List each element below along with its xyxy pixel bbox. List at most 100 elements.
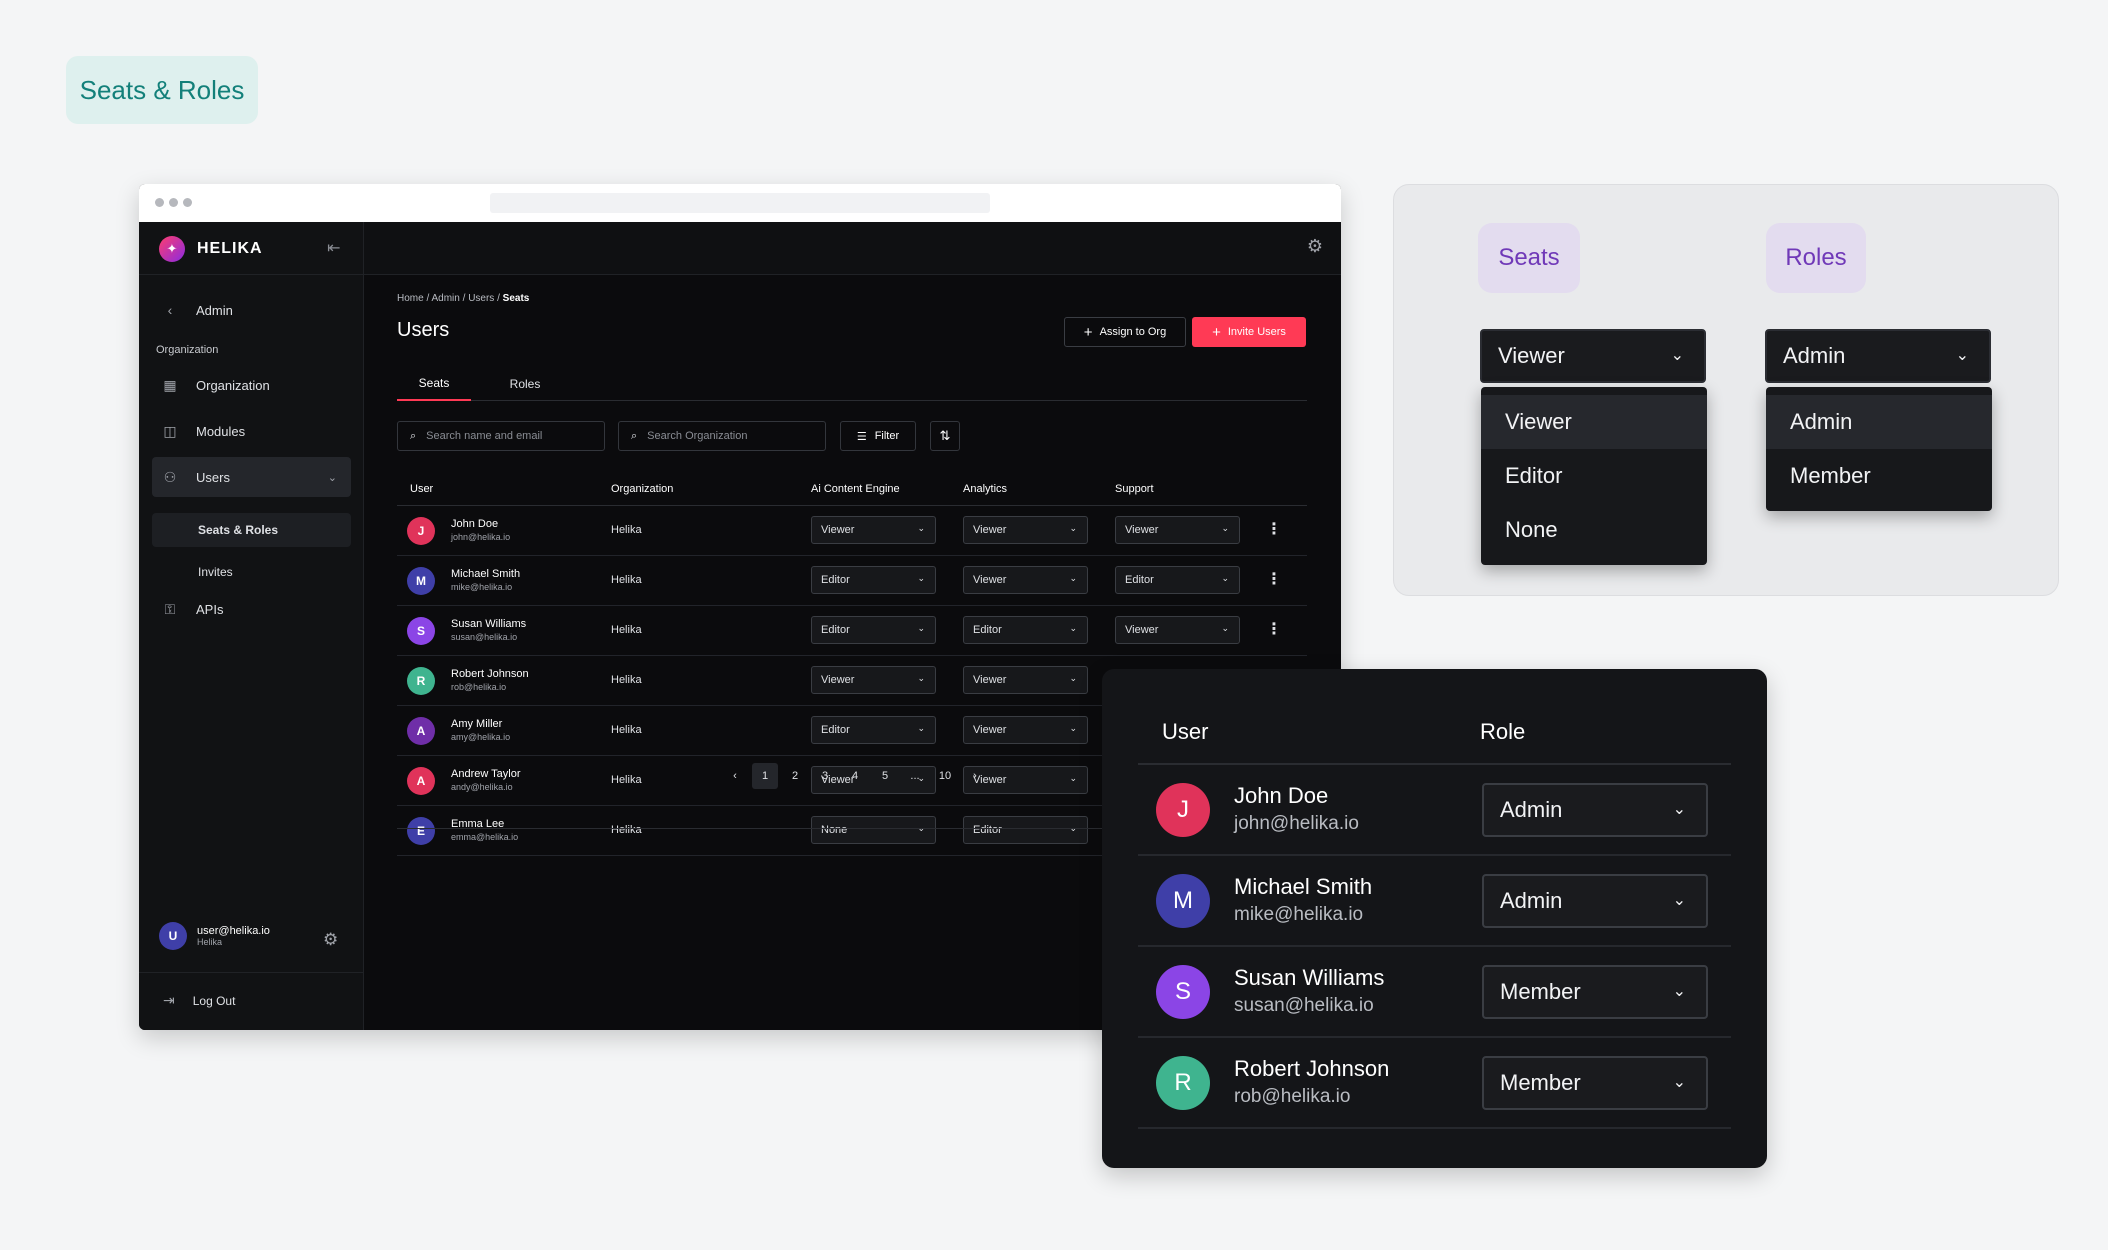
next-page-icon[interactable]: › <box>973 770 977 782</box>
chevron-down-icon: ⌄ <box>1221 623 1229 633</box>
search-organization-input[interactable]: ⌕ Search Organization <box>618 421 826 451</box>
tab-seats[interactable]: Seats <box>397 367 471 401</box>
support-seat-select[interactable]: Editor ⌄ <box>1115 566 1240 594</box>
sidebar-item-users[interactable]: ⚇ Users ⌄ <box>152 457 351 497</box>
column-header-support: Support <box>1115 483 1154 495</box>
pagination: ‹ 1 2 3 4 5 ... 10 › <box>722 763 988 789</box>
ai-seat-select[interactable]: Viewer ⌄ <box>811 666 936 694</box>
page-4[interactable]: 4 <box>851 770 859 782</box>
support-seat-select[interactable]: Viewer ⌄ <box>1115 516 1240 544</box>
menu-item-editor[interactable]: Editor <box>1505 463 1563 488</box>
user-name: Emma Lee <box>451 818 505 830</box>
prev-page-icon[interactable]: ‹ <box>733 770 737 782</box>
role-select[interactable]: Admin ⌄ <box>1482 874 1708 928</box>
sidebar-item-modules[interactable]: ◫ Modules <box>152 411 351 451</box>
search-icon: ⌕ <box>631 429 638 442</box>
breadcrumb-users[interactable]: Users <box>468 293 495 304</box>
user-organization: Helika <box>611 774 642 786</box>
page-5[interactable]: 5 <box>881 770 889 782</box>
avatar: R <box>1156 1056 1210 1110</box>
ai-seat-select[interactable]: None⌄ <box>811 816 936 844</box>
sidebar: ✦ HELIKA ⇤ ‹ Admin Organization ▦ Organi… <box>139 222 364 1030</box>
sidebar-item-organization[interactable]: ▦ Organization <box>152 365 351 405</box>
avatar: A <box>407 767 435 795</box>
user-organization: Helika <box>611 724 642 736</box>
user-name: Andrew Taylor <box>451 768 521 780</box>
role-row: J John Doe john@helika.io Admin ⌄ <box>1138 765 1731 856</box>
role-row: R Robert Johnson rob@helika.io Member ⌄ <box>1138 1038 1731 1129</box>
search-name-placeholder: Search name and email <box>426 430 543 442</box>
url-bar[interactable] <box>490 193 990 213</box>
sidebar-item-apis[interactable]: ⚿ APIs <box>152 589 351 629</box>
chevron-left-icon: ‹ <box>167 302 173 318</box>
current-user[interactable]: U user@helika.io Helika <box>159 922 270 950</box>
search-name-input[interactable]: ⌕ Search name and email <box>397 421 605 451</box>
key-icon: ⚿ <box>164 600 176 617</box>
more-options-icon[interactable]: ⋮ <box>1266 521 1282 538</box>
select-value: Viewer <box>973 724 1007 736</box>
page-2[interactable]: 2 <box>791 770 799 782</box>
nav-back-admin[interactable]: ‹ Admin <box>152 290 351 330</box>
user-name: Robert Johnson <box>451 668 529 680</box>
role-select[interactable]: Admin ⌄ <box>1482 783 1708 837</box>
tab-roles[interactable]: Roles <box>509 377 541 391</box>
analytics-seat-select[interactable]: Viewer ⌄ <box>963 766 1088 794</box>
ai-seat-select[interactable]: Editor ⌄ <box>811 566 936 594</box>
user-organization: Helika <box>611 674 642 686</box>
more-options-icon[interactable]: ⋮ <box>1266 571 1282 588</box>
user-settings-gear-icon[interactable]: ⚙ <box>323 930 339 949</box>
analytics-seat-select[interactable]: Viewer ⌄ <box>963 716 1088 744</box>
ai-seat-select[interactable]: Editor ⌄ <box>811 616 936 644</box>
logo[interactable]: ✦ HELIKA <box>159 236 263 262</box>
menu-item-admin[interactable]: Admin <box>1766 395 1992 449</box>
ai-seat-select[interactable]: Viewer ⌄ <box>811 766 936 794</box>
user-name: John Doe <box>451 518 499 530</box>
more-options-icon[interactable]: ⋮ <box>1266 621 1282 638</box>
analytics-seat-select[interactable]: Viewer ⌄ <box>963 516 1088 544</box>
divider <box>139 972 364 973</box>
chevron-down-icon: ⌄ <box>1069 523 1077 533</box>
select-value: Editor <box>821 624 850 636</box>
filter-label: Filter <box>874 430 900 442</box>
page-ellipsis: ... <box>910 770 920 782</box>
page-10[interactable]: 10 <box>938 770 952 782</box>
page-1[interactable]: 1 <box>752 763 778 789</box>
sort-button[interactable]: ⇅ <box>930 421 960 451</box>
seats-select[interactable]: Viewer ⌄ <box>1480 329 1706 383</box>
user-name: Michael Smith <box>451 568 521 580</box>
breadcrumb-home[interactable]: Home <box>397 293 424 304</box>
logout-button[interactable]: ⇥ Log Out <box>163 992 235 1009</box>
settings-gear-icon[interactable]: ⚙ <box>1306 236 1323 256</box>
page-title: Users <box>397 319 450 341</box>
roles-select[interactable]: Admin ⌄ <box>1765 329 1991 383</box>
menu-item-none[interactable]: None <box>1505 517 1558 542</box>
invite-users-button[interactable]: + Invite Users <box>1192 317 1306 347</box>
subnav-seats-roles[interactable]: Seats & Roles <box>152 513 351 547</box>
collapse-sidebar-icon[interactable]: ⇤ <box>327 240 341 257</box>
select-value: Viewer <box>821 524 855 536</box>
filter-button[interactable]: ☰ Filter <box>840 421 916 451</box>
role-select[interactable]: Member ⌄ <box>1482 1056 1708 1110</box>
analytics-seat-select[interactable]: Editor⌄ <box>963 816 1088 844</box>
page-3[interactable]: 3 <box>821 770 829 782</box>
assign-to-org-button[interactable]: + Assign to Org <box>1064 317 1186 347</box>
analytics-seat-select[interactable]: Editor⌄ <box>963 616 1088 644</box>
select-value: Member <box>1500 979 1581 1004</box>
menu-item-member[interactable]: Member <box>1790 463 1871 488</box>
analytics-seat-select[interactable]: Viewer ⌄ <box>963 666 1088 694</box>
breadcrumb-admin[interactable]: Admin <box>431 293 460 304</box>
ai-seat-select[interactable]: Viewer ⌄ <box>811 516 936 544</box>
user-name: Susan Williams <box>451 618 527 630</box>
support-seat-select[interactable]: Viewer ⌄ <box>1115 616 1240 644</box>
subnav-invites[interactable]: Invites <box>198 565 233 579</box>
menu-item-viewer[interactable]: Viewer <box>1481 395 1707 449</box>
ai-seat-select[interactable]: Editor ⌄ <box>811 716 936 744</box>
section-label: Organization <box>156 344 219 356</box>
analytics-seat-select[interactable]: Viewer ⌄ <box>963 566 1088 594</box>
role-select[interactable]: Member ⌄ <box>1482 965 1708 1019</box>
browser-window: ✦ HELIKA ⇤ ‹ Admin Organization ▦ Organi… <box>139 184 1341 1030</box>
select-value: Viewer <box>821 774 855 786</box>
user-email: amy@helika.io <box>451 732 511 742</box>
user-name: Robert Johnson <box>1234 1056 1390 1081</box>
sort-icon: ⇅ <box>939 428 951 443</box>
